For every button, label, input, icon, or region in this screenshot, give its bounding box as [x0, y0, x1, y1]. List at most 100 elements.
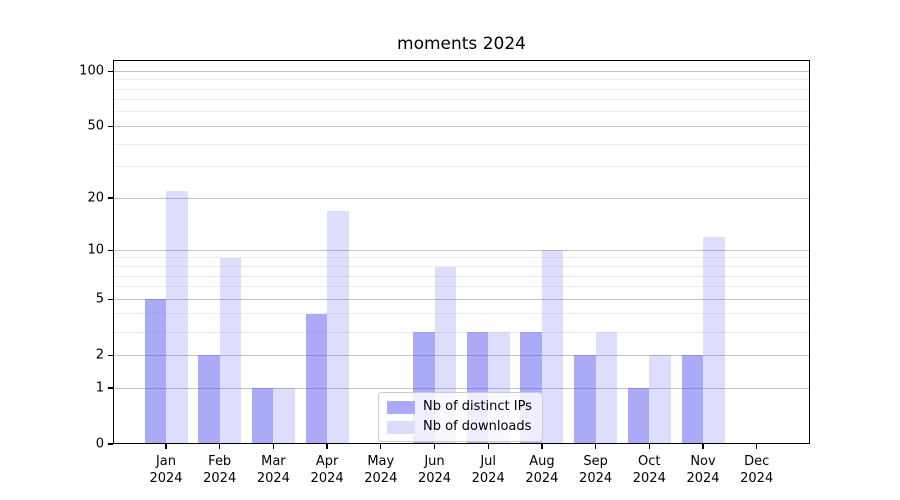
gridline-minor — [114, 99, 810, 101]
x-tick-month: Jun — [424, 454, 445, 469]
bar-distinct-ips — [305, 313, 328, 444]
gridline-minor — [114, 79, 810, 81]
x-tick-label: Jan 2024 — [136, 453, 196, 487]
x-tick-month: Feb — [208, 454, 232, 469]
y-tick — [108, 354, 113, 356]
x-tick-label: Nov 2024 — [673, 453, 733, 487]
gridline-minor — [114, 111, 810, 113]
x-tick-label: Oct 2024 — [619, 453, 679, 487]
gridline-minor — [114, 331, 810, 333]
bar-downloads — [649, 355, 671, 444]
y-tick-label: 20 — [87, 190, 104, 206]
x-tick-month: Oct — [638, 454, 661, 469]
x-tick — [702, 444, 704, 449]
bar-downloads — [595, 332, 618, 444]
x-tick-month: Sep — [583, 454, 608, 469]
bar-distinct-ips — [251, 388, 274, 444]
gridline-minor — [114, 313, 810, 315]
y-tick-label: 0 — [95, 436, 104, 452]
x-tick-month: Aug — [529, 454, 555, 469]
bar-downloads — [327, 210, 349, 444]
legend-item-distinct-ips: Nb of distinct IPs — [387, 400, 532, 414]
legend-swatch-downloads — [387, 420, 415, 434]
x-tick-month: Apr — [315, 454, 339, 469]
x-tick — [756, 444, 758, 449]
y-tick — [108, 249, 113, 251]
gridline-minor — [114, 275, 810, 277]
x-tick — [594, 444, 597, 449]
bar-downloads — [273, 388, 295, 444]
x-tick-month: Jul — [480, 454, 497, 469]
y-tick — [108, 70, 113, 72]
x-tick-month: Dec — [744, 454, 770, 469]
legend-label-distinct-ips: Nb of distinct IPs — [423, 399, 532, 414]
x-tick — [541, 444, 543, 449]
x-tick-year: 2024 — [740, 471, 774, 486]
gridline-major — [114, 298, 810, 300]
gridline-major — [114, 197, 810, 199]
x-tick-year: 2024 — [686, 471, 720, 486]
x-tick-year: 2024 — [203, 471, 237, 486]
chart-title: moments 2024 — [397, 34, 526, 54]
x-tick-month: May — [367, 454, 395, 469]
x-tick-year: 2024 — [632, 471, 666, 486]
bar-distinct-ips — [681, 355, 703, 444]
legend-swatch-distinct-ips — [387, 400, 415, 414]
gridline-minor — [114, 286, 810, 288]
x-tick-label: May 2024 — [351, 453, 411, 487]
x-tick-year: 2024 — [525, 471, 559, 486]
legend-item-downloads: Nb of downloads — [387, 420, 532, 434]
x-tick-label: Mar 2024 — [243, 453, 303, 487]
x-tick-label: Jun 2024 — [405, 453, 465, 487]
x-tick-month: Mar — [261, 454, 286, 469]
x-tick-year: 2024 — [579, 471, 613, 486]
gridline-minor — [114, 257, 810, 259]
x-tick-year: 2024 — [149, 471, 183, 486]
gridline-major — [114, 125, 810, 127]
x-tick-label: Apr 2024 — [297, 453, 357, 487]
x-tick-year: 2024 — [310, 471, 344, 486]
y-tick — [108, 298, 113, 300]
x-tick-year: 2024 — [471, 471, 505, 486]
y-tick-label: 5 — [95, 291, 104, 307]
gridline-minor — [114, 166, 810, 168]
y-tick — [108, 197, 113, 199]
x-tick-label: Aug 2024 — [512, 453, 572, 487]
x-tick — [272, 444, 275, 449]
bar-distinct-ips — [627, 388, 650, 444]
bar-downloads — [219, 257, 242, 444]
gridline-minor — [114, 143, 810, 145]
bar-distinct-ips — [144, 299, 166, 444]
y-tick — [108, 387, 113, 389]
bar-distinct-ips — [574, 355, 596, 444]
gridline-major — [114, 249, 810, 251]
y-tick-label: 1 — [95, 380, 104, 396]
x-tick-year: 2024 — [256, 471, 290, 486]
legend: Nb of distinct IPs Nb of downloads — [378, 392, 543, 442]
x-tick-month: Jan — [155, 454, 177, 469]
y-tick-label: 100 — [79, 63, 104, 79]
x-tick — [326, 444, 328, 449]
y-tick-label: 50 — [87, 118, 104, 134]
gridline-major — [114, 387, 810, 389]
x-tick-label: Feb 2024 — [190, 453, 250, 487]
x-tick-year: 2024 — [364, 471, 398, 486]
gridline-minor — [114, 88, 810, 90]
x-tick — [433, 444, 436, 449]
x-tick — [219, 444, 221, 449]
bar-downloads — [703, 236, 725, 444]
x-tick — [648, 444, 650, 449]
gridline-major — [114, 70, 810, 72]
bar-downloads — [166, 190, 188, 444]
y-tick — [108, 443, 113, 445]
bar-distinct-ips — [198, 355, 220, 444]
y-tick — [108, 125, 113, 128]
legend-label-downloads: Nb of downloads — [423, 419, 532, 434]
x-tick-label: Sep 2024 — [566, 453, 626, 487]
x-tick-month: Nov — [690, 454, 716, 469]
x-tick-label: Dec 2024 — [727, 453, 787, 487]
y-tick-label: 2 — [95, 347, 104, 363]
x-tick — [487, 444, 489, 449]
bar-downloads — [541, 250, 564, 444]
